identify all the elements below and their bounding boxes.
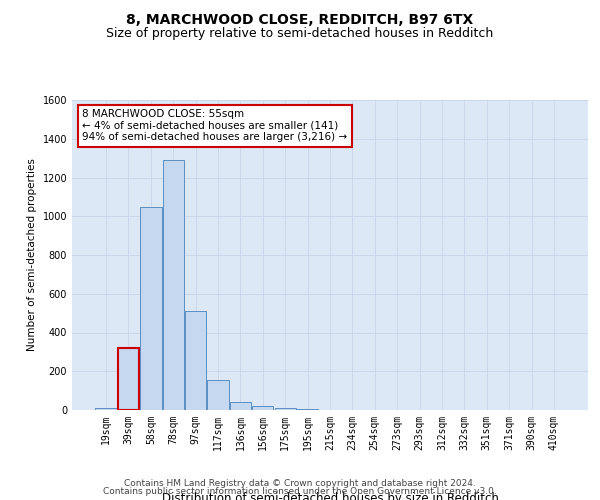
Bar <box>275 408 296 410</box>
Bar <box>140 206 161 410</box>
Bar <box>95 408 117 410</box>
Bar <box>230 402 251 410</box>
Bar <box>297 409 318 410</box>
Text: 8, MARCHWOOD CLOSE, REDDITCH, B97 6TX: 8, MARCHWOOD CLOSE, REDDITCH, B97 6TX <box>127 12 473 26</box>
Bar <box>118 348 139 410</box>
X-axis label: Distribution of semi-detached houses by size in Redditch: Distribution of semi-detached houses by … <box>161 492 499 500</box>
Y-axis label: Number of semi-detached properties: Number of semi-detached properties <box>27 158 37 352</box>
Text: Contains public sector information licensed under the Open Government Licence v3: Contains public sector information licen… <box>103 487 497 496</box>
Text: Contains HM Land Registry data © Crown copyright and database right 2024.: Contains HM Land Registry data © Crown c… <box>124 478 476 488</box>
Bar <box>163 160 184 410</box>
Bar <box>185 311 206 410</box>
Text: Size of property relative to semi-detached houses in Redditch: Size of property relative to semi-detach… <box>106 28 494 40</box>
Bar <box>208 380 229 410</box>
Text: 8 MARCHWOOD CLOSE: 55sqm
← 4% of semi-detached houses are smaller (141)
94% of s: 8 MARCHWOOD CLOSE: 55sqm ← 4% of semi-de… <box>82 110 347 142</box>
Bar <box>252 406 274 410</box>
